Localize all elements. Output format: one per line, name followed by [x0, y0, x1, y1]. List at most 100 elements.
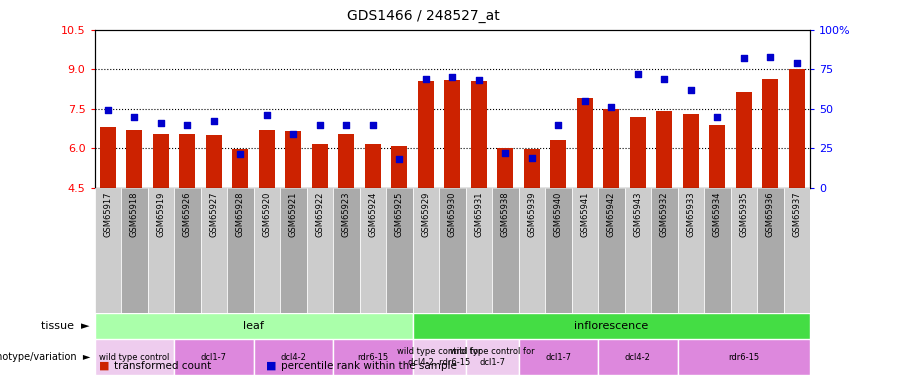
Text: GSM65920: GSM65920	[262, 191, 271, 237]
Text: wild type control for
dcl1-7: wild type control for dcl1-7	[450, 348, 535, 367]
Bar	[572, 188, 598, 313]
Text: GSM65917: GSM65917	[104, 191, 112, 237]
Bar	[174, 339, 254, 375]
Bar	[736, 92, 752, 188]
Text: GSM65924: GSM65924	[368, 191, 377, 237]
Text: GSM65935: GSM65935	[739, 191, 748, 237]
Text: GSM65940: GSM65940	[554, 191, 562, 237]
Point	[578, 98, 592, 104]
Text: GSM65925: GSM65925	[395, 191, 404, 237]
Bar	[598, 188, 625, 313]
Text: GSM65943: GSM65943	[634, 191, 643, 237]
Bar	[418, 81, 434, 188]
Text: wild type control for
dcl4-2, rdr6-15: wild type control for dcl4-2, rdr6-15	[397, 348, 482, 367]
Point	[339, 122, 354, 128]
Bar	[731, 188, 757, 313]
Point	[789, 60, 804, 66]
Bar	[709, 124, 725, 188]
Bar	[232, 149, 248, 188]
Point	[392, 156, 407, 162]
Text: GSM65942: GSM65942	[607, 191, 616, 237]
Bar	[683, 114, 698, 188]
Bar	[656, 111, 672, 188]
Bar	[630, 117, 645, 188]
Bar	[392, 146, 407, 188]
Text: GSM65933: GSM65933	[686, 191, 695, 237]
Bar	[545, 188, 572, 313]
Text: rdr6-15: rdr6-15	[357, 352, 388, 362]
Bar	[94, 339, 174, 375]
Bar	[784, 188, 810, 313]
Text: transformed count: transformed count	[114, 361, 212, 370]
Text: wild type control: wild type control	[99, 352, 169, 362]
Point	[127, 114, 141, 120]
Point	[657, 76, 671, 82]
Bar	[126, 130, 142, 188]
Text: GSM65937: GSM65937	[792, 191, 801, 237]
Point	[498, 150, 512, 156]
Bar	[94, 188, 121, 313]
Bar	[439, 188, 465, 313]
Point	[604, 104, 618, 110]
Text: dcl1-7: dcl1-7	[545, 352, 572, 362]
Text: dcl1-7: dcl1-7	[201, 352, 227, 362]
Text: GSM65931: GSM65931	[474, 191, 483, 237]
Bar	[550, 140, 566, 188]
Text: dcl4-2: dcl4-2	[280, 352, 306, 362]
Bar	[386, 188, 412, 313]
Bar	[254, 188, 280, 313]
Bar	[498, 148, 513, 188]
Bar	[598, 339, 678, 375]
Text: rdr6-15: rdr6-15	[728, 352, 760, 362]
Text: GSM65941: GSM65941	[580, 191, 590, 237]
Bar	[333, 339, 412, 375]
Text: GSM65923: GSM65923	[342, 191, 351, 237]
Bar	[259, 130, 274, 188]
Text: GDS1466 / 248527_at: GDS1466 / 248527_at	[346, 9, 500, 23]
Bar	[577, 98, 593, 188]
Bar	[285, 131, 302, 188]
Point	[180, 122, 194, 128]
Bar	[227, 188, 254, 313]
Bar	[445, 80, 460, 188]
Point	[763, 54, 778, 60]
Point	[684, 87, 698, 93]
Bar	[206, 135, 221, 188]
Bar	[280, 188, 307, 313]
Text: GSM65921: GSM65921	[289, 191, 298, 237]
Bar	[153, 134, 168, 188]
Point	[101, 107, 115, 113]
Bar	[762, 79, 778, 188]
Text: GSM65928: GSM65928	[236, 191, 245, 237]
Text: GSM65936: GSM65936	[766, 191, 775, 237]
Bar	[201, 188, 227, 313]
Bar	[121, 188, 148, 313]
Point	[710, 114, 724, 120]
Bar	[471, 81, 487, 188]
Bar	[678, 339, 810, 375]
Bar	[338, 134, 355, 188]
Bar	[174, 188, 201, 313]
Bar	[94, 313, 412, 339]
Text: GSM65918: GSM65918	[130, 191, 139, 237]
Bar	[651, 188, 678, 313]
Point	[631, 71, 645, 77]
Point	[286, 131, 301, 137]
Bar	[179, 134, 195, 188]
Point	[736, 56, 751, 62]
Text: leaf: leaf	[243, 321, 264, 331]
Point	[525, 154, 539, 160]
Text: GSM65932: GSM65932	[660, 191, 669, 237]
Point	[233, 152, 248, 157]
Text: ■: ■	[266, 361, 276, 370]
Bar	[412, 188, 439, 313]
Bar	[603, 109, 619, 188]
Text: GSM65938: GSM65938	[500, 191, 509, 237]
Bar	[412, 339, 465, 375]
Bar	[704, 188, 731, 313]
Bar	[625, 188, 651, 313]
Text: inflorescence: inflorescence	[574, 321, 648, 331]
Text: genotype/variation  ►: genotype/variation ►	[0, 352, 90, 362]
Bar	[518, 188, 545, 313]
Point	[551, 122, 565, 128]
